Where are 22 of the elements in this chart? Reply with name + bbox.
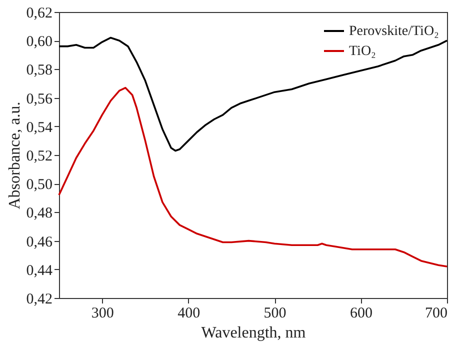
x-tick-label: 500 [264,306,286,322]
y-tick-label: 0,50 [26,177,52,194]
line-series [58,86,448,268]
y-tick-label: 0,58 [26,62,52,79]
y-tick-label: 0,54 [26,120,53,136]
y-tick-label: 0,60 [26,34,52,50]
x-tick-label: 700 [425,306,448,322]
x-tick-label: 400 [178,306,200,322]
y-tick-label: 0,46 [26,234,53,250]
y-axis-title: Absorbance, a.u. [6,102,24,210]
y-tick-label: 0,48 [26,206,52,222]
y-tick-label: 0,44 [26,262,53,279]
y-tick-label: 0,52 [26,148,52,164]
x-tick-label: 600 [350,306,373,322]
y-tick-label: 0,42 [26,292,52,308]
y-tick-label: 0,62 [26,6,52,22]
legend-label: TiO₂ [349,44,376,59]
line-series [58,36,448,152]
x-tick-label: 300 [91,306,114,322]
legend-label: Perovskite/TiO₂ [349,24,440,39]
x-axis-title: Wavelength, nm [201,324,306,342]
y-tick-label: 0,56 [26,91,53,108]
